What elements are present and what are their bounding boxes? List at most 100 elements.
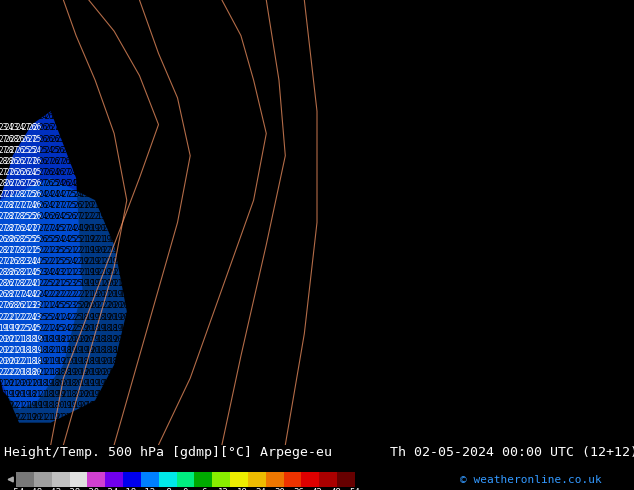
Text: 19: 19 [471, 301, 480, 310]
Text: 19: 19 [373, 368, 382, 377]
Text: 26: 26 [39, 123, 48, 132]
Text: 17: 17 [292, 12, 301, 21]
Text: 19: 19 [339, 1, 347, 10]
Text: 18: 18 [494, 391, 503, 399]
Text: 20: 20 [119, 435, 129, 444]
Text: 20: 20 [246, 123, 256, 132]
Text: 19: 19 [361, 201, 371, 210]
Text: 18: 18 [488, 401, 498, 411]
Text: 19: 19 [471, 179, 480, 188]
Text: 17: 17 [339, 179, 347, 188]
Text: 18: 18 [609, 379, 618, 388]
Text: 17: 17 [402, 279, 411, 288]
Text: 18: 18 [200, 290, 209, 299]
Text: 23: 23 [39, 57, 48, 66]
Text: 25: 25 [61, 279, 71, 288]
Text: 19: 19 [442, 123, 451, 132]
Text: 17: 17 [626, 235, 634, 244]
Text: 17: 17 [384, 435, 394, 444]
Text: 21: 21 [136, 1, 146, 10]
Text: 17: 17 [292, 435, 301, 444]
Text: 18: 18 [367, 368, 377, 377]
Text: 20: 20 [39, 46, 48, 54]
Text: 18: 18 [188, 57, 198, 66]
Text: 18: 18 [344, 12, 353, 21]
Text: 17: 17 [390, 401, 399, 411]
Text: 18: 18 [165, 34, 174, 44]
Text: 23: 23 [125, 135, 134, 144]
Text: 19: 19 [33, 346, 42, 355]
Text: 20: 20 [136, 424, 146, 433]
Text: 24: 24 [27, 201, 36, 210]
Text: 19: 19 [119, 368, 129, 377]
Text: 17: 17 [361, 190, 371, 199]
Text: 17: 17 [333, 34, 342, 44]
Text: 20: 20 [177, 279, 186, 288]
Text: 19: 19 [477, 12, 486, 21]
Text: 18: 18 [523, 391, 532, 399]
Text: 21: 21 [217, 212, 226, 221]
Text: 17: 17 [477, 135, 486, 144]
Text: 17: 17 [339, 323, 347, 333]
Text: 20: 20 [212, 290, 221, 299]
Text: 17: 17 [378, 212, 388, 221]
Text: 17: 17 [517, 323, 526, 333]
Text: 19: 19 [269, 435, 278, 444]
Text: 17: 17 [436, 212, 446, 221]
Text: 20: 20 [235, 290, 244, 299]
Text: 21: 21 [143, 12, 152, 21]
Text: 18: 18 [333, 257, 342, 266]
Text: 17: 17 [482, 368, 491, 377]
Text: 17: 17 [563, 279, 573, 288]
Text: 18: 18 [236, 488, 247, 490]
Text: 20: 20 [246, 146, 256, 155]
Text: 20: 20 [269, 268, 278, 277]
Text: 21: 21 [183, 79, 192, 88]
Text: 20: 20 [131, 168, 140, 177]
Text: 17: 17 [430, 223, 440, 233]
Text: 20: 20 [235, 1, 244, 10]
Text: 20: 20 [73, 413, 82, 421]
Text: 18: 18 [269, 201, 278, 210]
Text: 19: 19 [448, 112, 457, 122]
Text: 18: 18 [408, 190, 417, 199]
Text: 17: 17 [592, 357, 601, 366]
Text: 17: 17 [333, 46, 342, 54]
Text: 17: 17 [350, 435, 359, 444]
Text: 24: 24 [10, 79, 19, 88]
Text: 17: 17 [298, 90, 307, 99]
Text: 19: 19 [246, 179, 256, 188]
Text: 18: 18 [378, 323, 388, 333]
Text: 19: 19 [85, 1, 94, 10]
Text: 18: 18 [108, 346, 117, 355]
Text: 20: 20 [113, 257, 123, 266]
Text: 19: 19 [563, 368, 573, 377]
Text: 18: 18 [534, 101, 543, 110]
Text: 18: 18 [505, 435, 515, 444]
Text: 19: 19 [321, 90, 330, 99]
Text: 19: 19 [298, 1, 307, 10]
Text: 20: 20 [171, 279, 181, 288]
Text: 17: 17 [448, 368, 457, 377]
Text: 18: 18 [517, 46, 526, 54]
Text: 19: 19 [615, 323, 624, 333]
Text: 17: 17 [292, 179, 301, 188]
Text: 19: 19 [287, 268, 295, 277]
Text: 20: 20 [160, 1, 169, 10]
Text: 19: 19 [315, 68, 325, 77]
Text: 21: 21 [240, 135, 250, 144]
Text: 27: 27 [39, 90, 48, 99]
Text: 18: 18 [609, 201, 618, 210]
Text: 17: 17 [373, 168, 382, 177]
Text: 18: 18 [615, 112, 624, 122]
Text: 17: 17 [356, 357, 365, 366]
Text: 20: 20 [102, 79, 111, 88]
Text: 19: 19 [61, 401, 71, 411]
Text: 18: 18 [626, 401, 634, 411]
Text: 17: 17 [471, 391, 480, 399]
Text: 23: 23 [113, 168, 123, 177]
Text: 21: 21 [148, 279, 157, 288]
Text: 17: 17 [557, 257, 567, 266]
Text: 17: 17 [534, 357, 543, 366]
Text: 18: 18 [574, 357, 584, 366]
